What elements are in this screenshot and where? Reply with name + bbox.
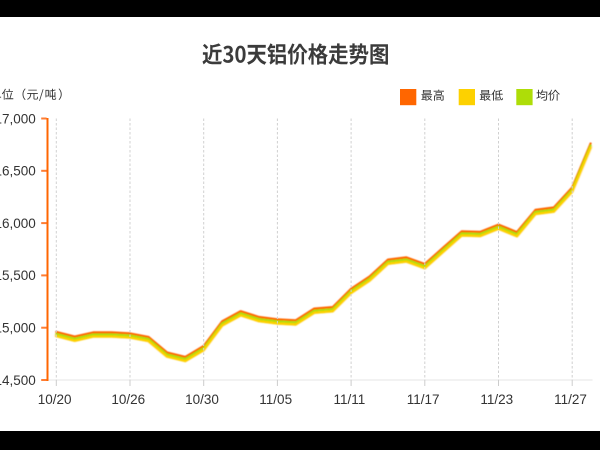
svg-text:14,500: 14,500	[0, 373, 36, 388]
svg-text:11/17: 11/17	[407, 392, 440, 407]
svg-text:10/20: 10/20	[38, 392, 72, 407]
svg-text:11/23: 11/23	[480, 392, 513, 407]
svg-text:16,000: 16,000	[0, 216, 36, 231]
svg-text:11/27: 11/27	[554, 392, 587, 407]
svg-text:10/26: 10/26	[111, 392, 145, 407]
svg-text:15,500: 15,500	[0, 268, 36, 283]
svg-text:10/30: 10/30	[185, 392, 219, 407]
svg-text:11/11: 11/11	[334, 392, 366, 407]
svg-text:17,000: 17,000	[0, 111, 36, 126]
svg-text:11/05: 11/05	[259, 392, 292, 407]
svg-text:15,000: 15,000	[0, 321, 36, 336]
svg-text:16,500: 16,500	[0, 164, 36, 179]
